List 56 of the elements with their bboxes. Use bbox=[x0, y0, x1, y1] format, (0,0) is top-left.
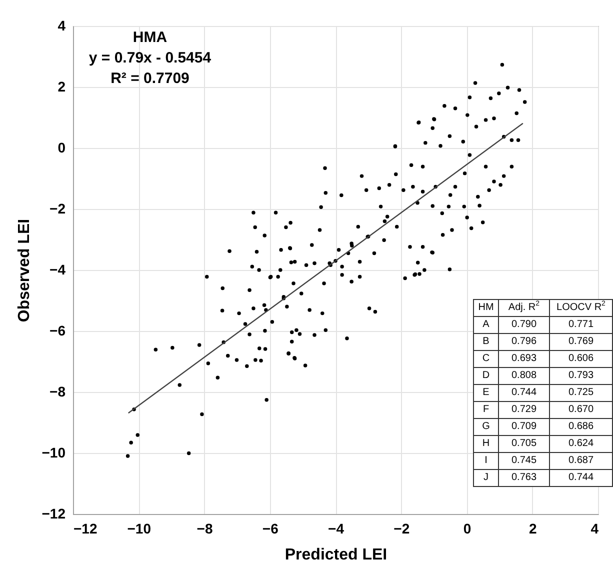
annotation: 0.744 bbox=[498, 384, 550, 402]
annotation: 0.624 bbox=[550, 436, 612, 452]
annotation: C bbox=[474, 350, 498, 368]
x-tick-label: −4 bbox=[328, 520, 344, 536]
x-axis-title: Predicted LEI bbox=[284, 546, 388, 564]
annotation: 0.796 bbox=[498, 334, 550, 350]
annotation: 0.729 bbox=[498, 402, 550, 418]
y-tick-label: −6 bbox=[50, 322, 66, 338]
annotation: HMA bbox=[132, 29, 168, 46]
annotation: y = 0.79x - 0.5454 bbox=[88, 50, 212, 66]
y-tick-label: −8 bbox=[50, 384, 66, 400]
annotation: D bbox=[474, 368, 498, 384]
annotation: 0.686 bbox=[550, 418, 612, 436]
annotation: F bbox=[474, 402, 498, 418]
x-tick-label: −12 bbox=[74, 520, 98, 536]
annotation: 0.771 bbox=[550, 316, 612, 334]
annotation: 0.670 bbox=[550, 402, 612, 418]
x-tick-label: −6 bbox=[262, 520, 279, 536]
x-tick-label: 4 bbox=[590, 520, 599, 536]
annotation: 0.790 bbox=[498, 316, 550, 334]
y-tick-label: −4 bbox=[50, 262, 66, 278]
annotation: 0.705 bbox=[498, 436, 550, 452]
annotation: HM bbox=[474, 300, 498, 316]
annotation: 0.763 bbox=[498, 470, 550, 486]
y-tick-label: −10 bbox=[42, 444, 66, 460]
y-tick-label: 4 bbox=[58, 18, 66, 34]
annotation: LOOCV R$^{2}$ bbox=[550, 300, 612, 316]
annotation: 0.693 bbox=[498, 350, 550, 368]
y-tick-label: 2 bbox=[58, 78, 66, 94]
x-tick-label: −10 bbox=[127, 520, 152, 536]
annotation: 0.744 bbox=[550, 470, 612, 486]
x-tick-label: 2 bbox=[528, 520, 537, 536]
y-tick-label: −12 bbox=[42, 506, 66, 522]
annotation: 0.745 bbox=[498, 452, 550, 470]
annotation: 0.769 bbox=[550, 334, 612, 350]
annotation: 0.687 bbox=[550, 452, 612, 470]
y-tick-label: 0 bbox=[58, 140, 66, 156]
annotation: R² = 0.7709 bbox=[110, 70, 190, 87]
annotation: I bbox=[474, 452, 498, 470]
annotation: 0.808 bbox=[498, 368, 550, 384]
annotation: H bbox=[474, 436, 498, 452]
annotation: Adj. R$^{2}$ bbox=[498, 300, 550, 316]
x-tick-label: −8 bbox=[196, 520, 213, 536]
annotation: 0.606 bbox=[550, 350, 612, 368]
annotation: 0.793 bbox=[550, 368, 612, 384]
x-tick-label: 0 bbox=[463, 520, 472, 536]
annotation: 0.709 bbox=[498, 418, 550, 436]
y-axis-title: Observed LEI bbox=[16, 218, 33, 322]
annotation: A bbox=[474, 316, 498, 334]
y-tick-label: −2 bbox=[50, 200, 66, 216]
annotation: J bbox=[474, 470, 498, 486]
annotation: G bbox=[474, 418, 498, 436]
annotation: E bbox=[474, 384, 498, 402]
annotation: 0.725 bbox=[550, 384, 612, 402]
annotation: B bbox=[474, 334, 498, 350]
x-tick-label: −2 bbox=[394, 520, 410, 536]
